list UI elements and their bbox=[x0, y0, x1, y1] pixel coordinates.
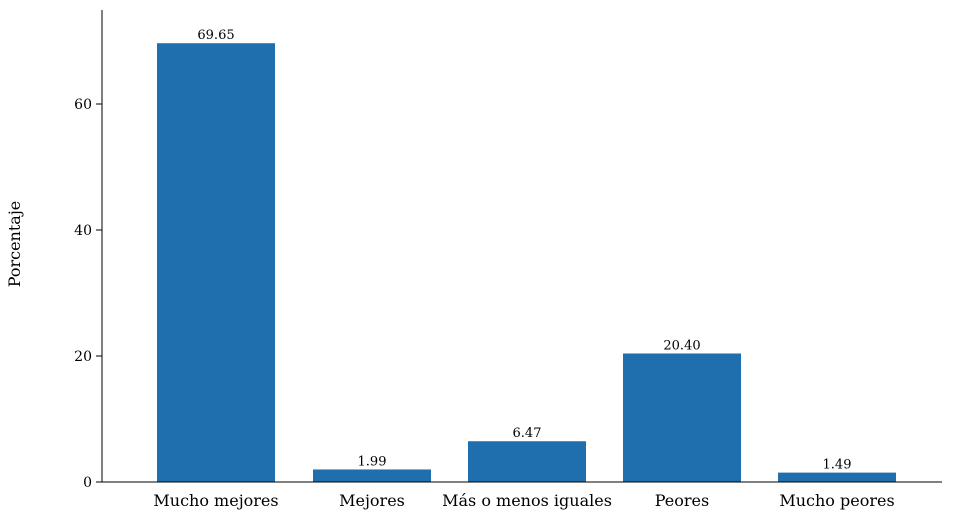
bars-group bbox=[157, 43, 896, 483]
x-axis-labels: Mucho mejores Mejores Más o menos iguales P… bbox=[153, 491, 894, 510]
y-tick-label: 60 bbox=[74, 97, 92, 113]
x-tick-label: Mucho mejores bbox=[153, 491, 278, 510]
bar-value-label: 69.65 bbox=[197, 28, 234, 43]
y-axis-title: Porcentaje bbox=[5, 201, 24, 288]
y-axis-ticks: 0 20 40 60 bbox=[74, 97, 102, 491]
bar bbox=[313, 469, 431, 482]
bar bbox=[778, 472, 896, 482]
bar bbox=[468, 441, 586, 482]
bar-value-label: 20.40 bbox=[663, 338, 700, 353]
bar-value-label: 1.99 bbox=[358, 454, 387, 469]
x-tick-label: Mucho peores bbox=[779, 491, 894, 510]
y-tick-label: 20 bbox=[74, 349, 92, 365]
bar-value-label: 6.47 bbox=[513, 426, 542, 441]
x-tick-label: Peores bbox=[655, 491, 709, 510]
bar bbox=[623, 353, 741, 482]
bar-value-label: 1.49 bbox=[823, 458, 852, 473]
y-tick-label: 40 bbox=[74, 223, 92, 239]
y-tick-label: 0 bbox=[83, 475, 92, 491]
x-tick-label: Mejores bbox=[339, 491, 405, 510]
data-labels-group: 69.65 1.99 6.47 20.40 1.49 bbox=[197, 28, 851, 472]
x-tick-label: Más o menos iguales bbox=[442, 491, 612, 510]
bar bbox=[157, 43, 275, 483]
